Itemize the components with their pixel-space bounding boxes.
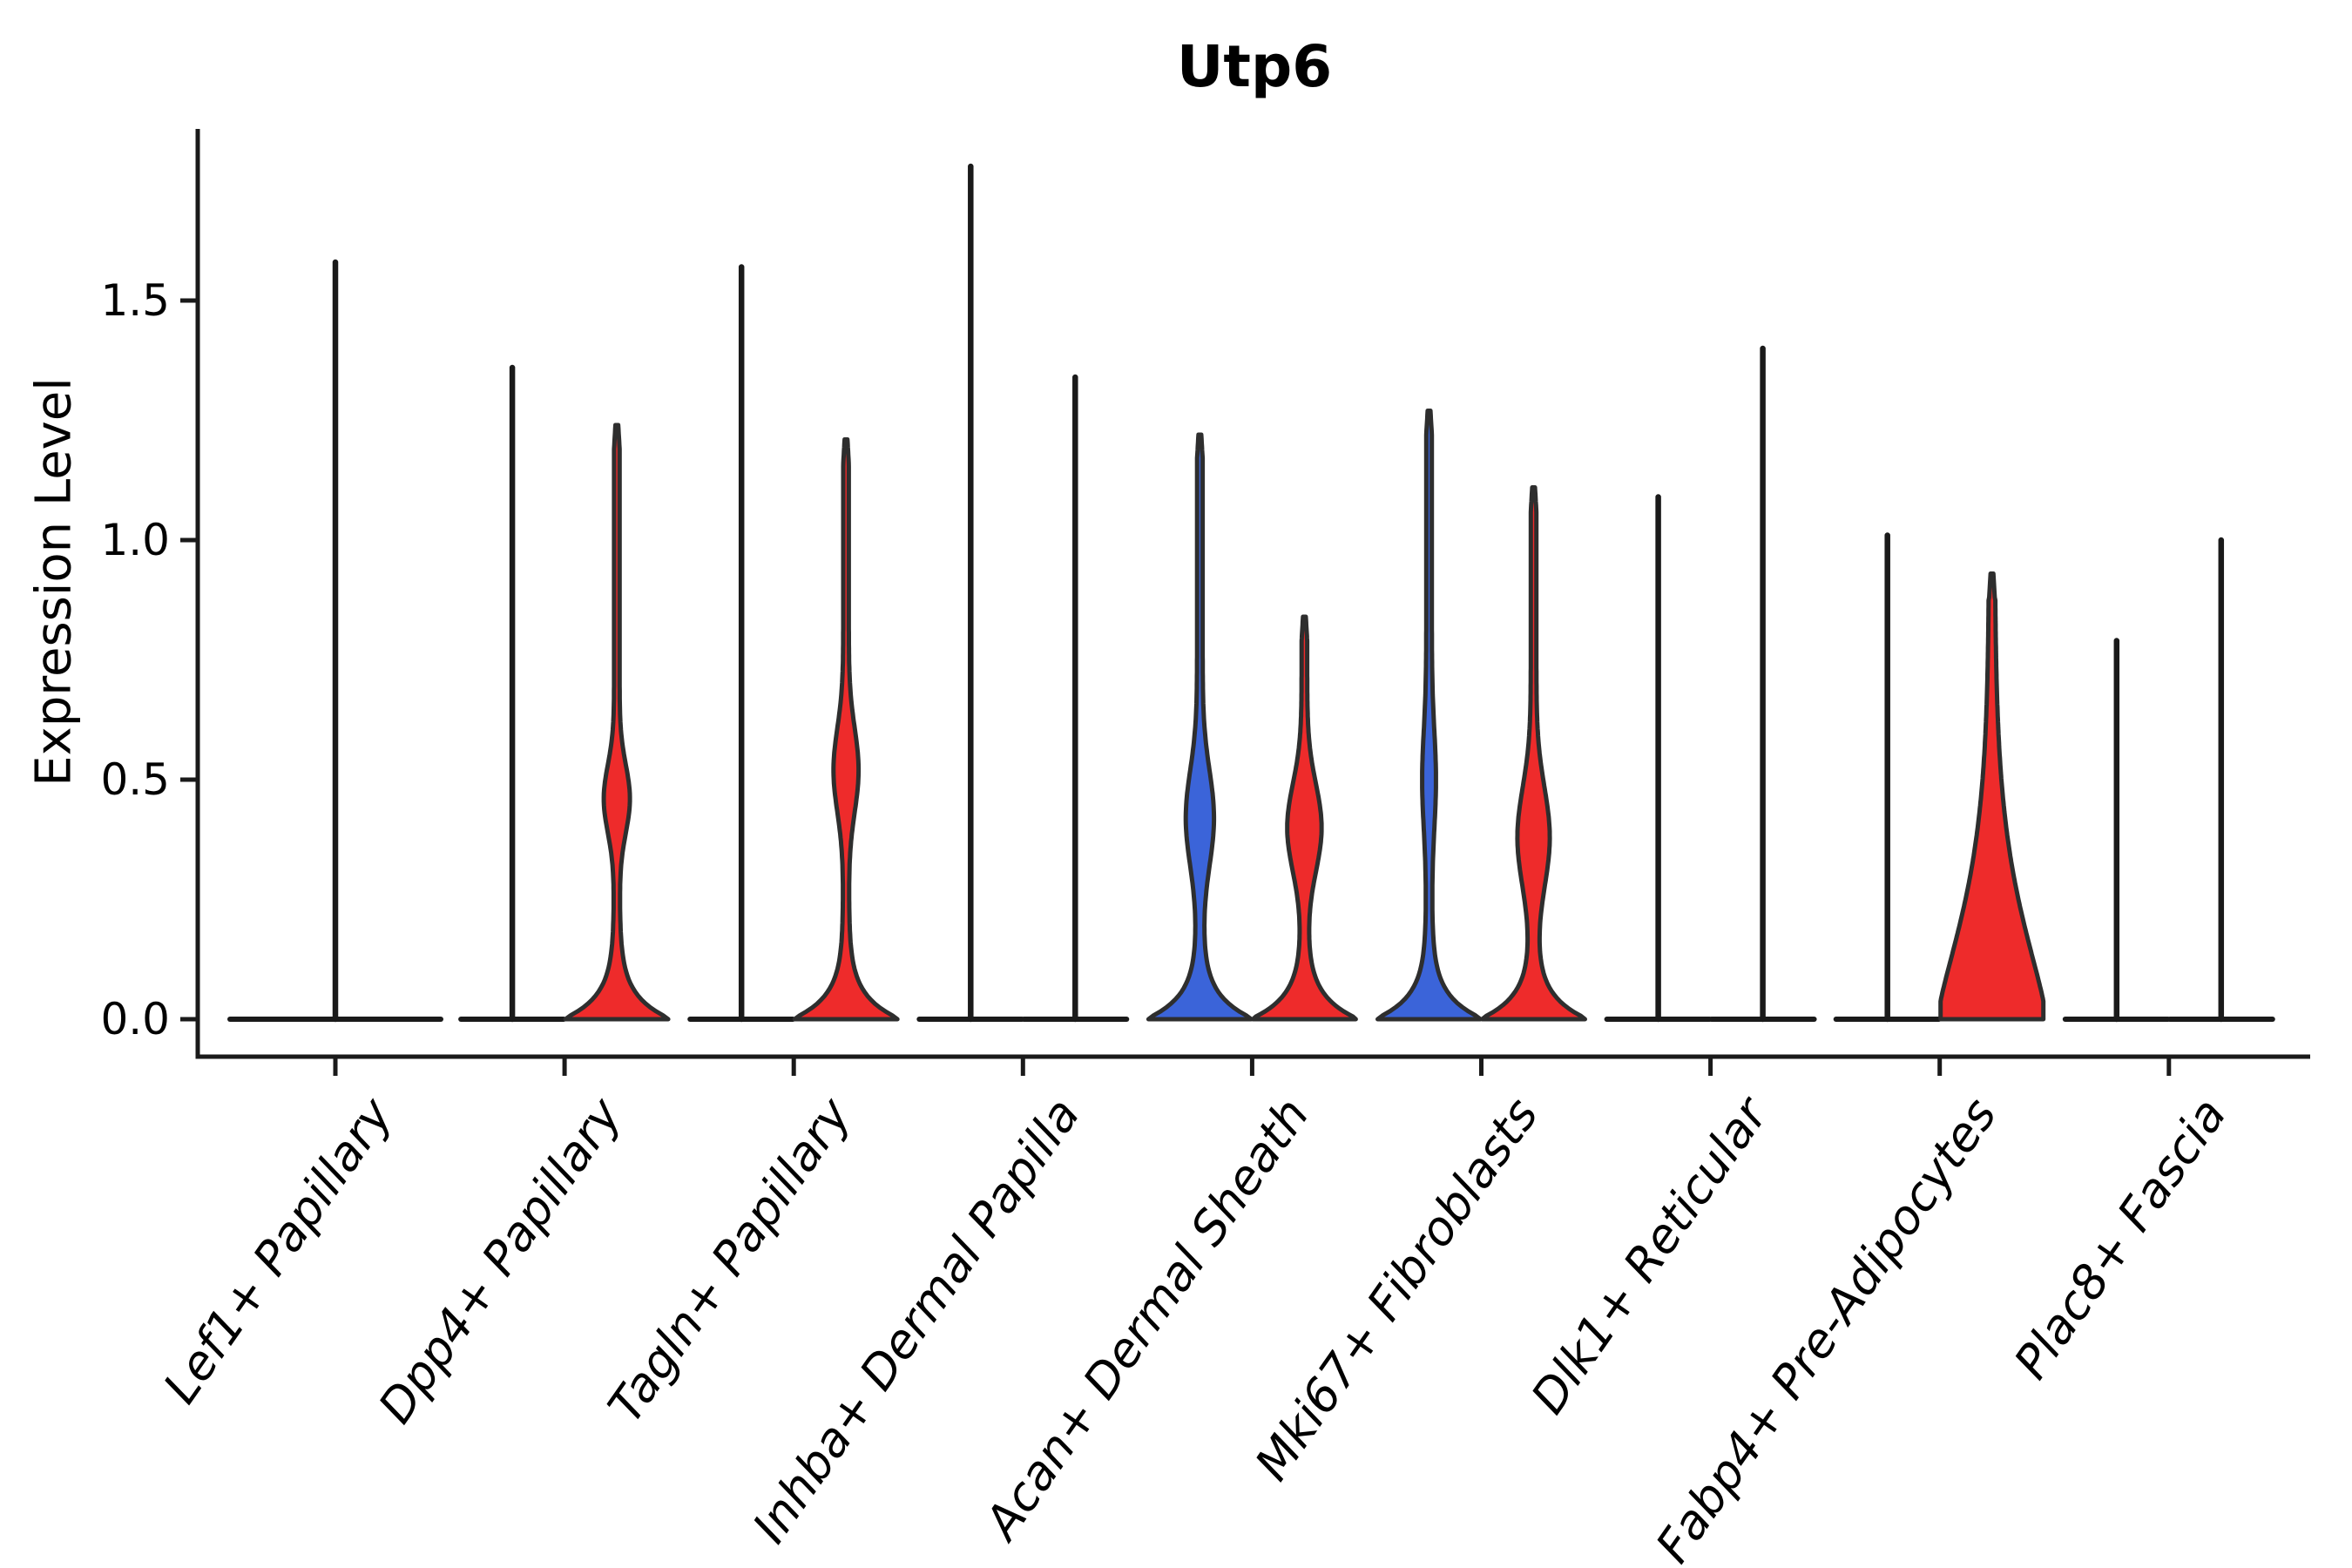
red-violin [563, 422, 671, 1022]
red-violin [1250, 614, 1358, 1022]
y-axis-label: Expression Level [25, 377, 83, 787]
blue-violin [1146, 432, 1254, 1022]
red-violin [1938, 571, 2046, 1022]
plot-title: Utp6 [1176, 33, 1333, 100]
red-violin [1480, 485, 1587, 1022]
y-tick-label: 1.5 [100, 275, 170, 326]
y-tick-label: 1.0 [100, 515, 170, 565]
y-tick-label: 0.5 [100, 754, 170, 805]
blue-violin [1375, 409, 1483, 1022]
y-tick-label: 0.0 [100, 994, 170, 1044]
red-violin [792, 437, 900, 1022]
